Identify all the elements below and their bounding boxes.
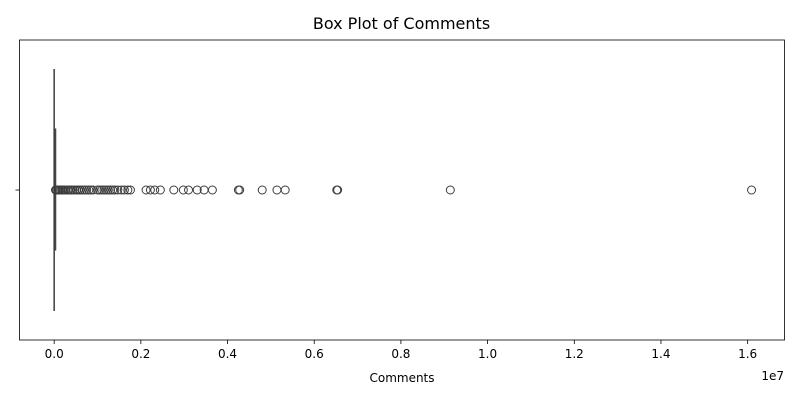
outlier-point xyxy=(184,185,194,195)
outlier-points xyxy=(50,185,757,195)
x-tick-label: 0.0 xyxy=(45,347,64,361)
outlier-point xyxy=(113,185,123,195)
outlier-point xyxy=(86,185,96,195)
x-tick-label: 1.0 xyxy=(478,347,497,361)
outlier-point xyxy=(123,185,133,195)
outlier-point xyxy=(257,185,267,195)
outlier-point xyxy=(207,185,217,195)
outlier-point xyxy=(101,185,111,195)
outlier-point xyxy=(110,185,120,195)
outlier-point xyxy=(119,185,129,195)
outlier-point xyxy=(88,185,98,195)
outlier-point xyxy=(747,185,757,195)
x-tick-label: 1.4 xyxy=(651,347,670,361)
outlier-point xyxy=(192,185,202,195)
outlier-point xyxy=(145,185,155,195)
outlier-point xyxy=(77,185,87,195)
outlier-point xyxy=(95,185,105,195)
outlier-point xyxy=(155,185,165,195)
x-tick-label: 1.6 xyxy=(738,347,757,361)
chart-title: Box Plot of Comments xyxy=(313,14,490,33)
x-axis-label: Comments xyxy=(369,371,434,385)
outlier-point xyxy=(141,185,151,195)
outlier-point xyxy=(99,185,109,195)
outlier-point xyxy=(169,185,179,195)
outlier-point xyxy=(93,185,103,195)
outlier-point xyxy=(280,185,290,195)
x-tick-label: 0.8 xyxy=(391,347,410,361)
outlier-point xyxy=(333,185,343,195)
outlier-point xyxy=(125,185,135,195)
outlier-point xyxy=(97,185,107,195)
x-axis-offset-label: 1e7 xyxy=(761,369,784,383)
outlier-point xyxy=(445,185,455,195)
x-tick-label: 1.2 xyxy=(565,347,584,361)
outlier-point xyxy=(82,185,92,195)
outlier-point xyxy=(108,185,118,195)
x-tick-label: 0.6 xyxy=(305,347,324,361)
x-axis-ticks: 0.0 0.2 0.4 0.6 0.8 1.0 1.2 1.4 1.6 xyxy=(45,340,757,361)
outlier-point xyxy=(106,185,116,195)
outlier-point xyxy=(150,185,160,195)
outlier-point xyxy=(80,185,90,195)
outlier-point xyxy=(103,185,113,195)
x-tick-label: 0.2 xyxy=(131,347,150,361)
outlier-point xyxy=(235,185,245,195)
outlier-point xyxy=(272,185,282,195)
outlier-point xyxy=(116,185,126,195)
outlier-point xyxy=(75,185,85,195)
x-tick-label: 0.4 xyxy=(218,347,237,361)
outlier-point xyxy=(178,185,188,195)
outlier-point xyxy=(84,185,94,195)
plot-area xyxy=(50,69,757,311)
